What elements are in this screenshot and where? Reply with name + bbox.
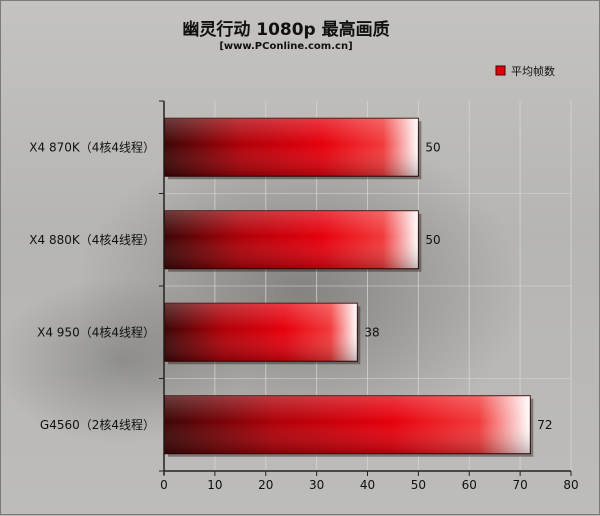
bars (164, 117, 534, 457)
x-tick-label-0: 0 (160, 478, 168, 492)
bar-shade-2 (165, 303, 358, 362)
category-label-3: G4560（2核4线程） (40, 417, 155, 432)
x-tick-label-5: 50 (411, 478, 426, 492)
bar-shade-0 (165, 118, 419, 177)
data-label-1: 50 (425, 233, 440, 247)
x-tick-label-6: 60 (462, 478, 477, 492)
bar-shade-1 (165, 210, 419, 269)
data-label-3: 72 (537, 418, 552, 432)
x-tick-label-4: 40 (360, 478, 375, 492)
x-tick-label-7: 70 (512, 478, 527, 492)
x-tick-label-1: 10 (207, 478, 222, 492)
chart-subtitle: [www.PConline.com.cn] (219, 41, 352, 52)
category-label-1: X4 880K（4核4线程） (29, 232, 155, 247)
data-label-0: 50 (425, 140, 440, 154)
bar-shade-3 (165, 395, 531, 454)
category-label-0: X4 870K（4核4线程） (29, 139, 155, 154)
x-tick-label-3: 30 (309, 478, 324, 492)
x-tick-label-2: 20 (258, 478, 273, 492)
x-tick-label-8: 80 (563, 478, 578, 492)
category-label-2: X4 950（4核4线程） (37, 324, 155, 339)
legend-swatch (495, 65, 506, 76)
axes (159, 100, 572, 476)
chart-title: 幽灵行动 1080p 最高画质 (182, 19, 389, 40)
labels: 0 10 20 30 40 50 60 70 80 X4 870K（4核4线程） 50 X4 880K… (29, 139, 578, 492)
data-label-2: 38 (364, 325, 379, 339)
legend-label: 平均帧数 (511, 64, 555, 78)
legend: 平均帧数 (495, 64, 555, 78)
